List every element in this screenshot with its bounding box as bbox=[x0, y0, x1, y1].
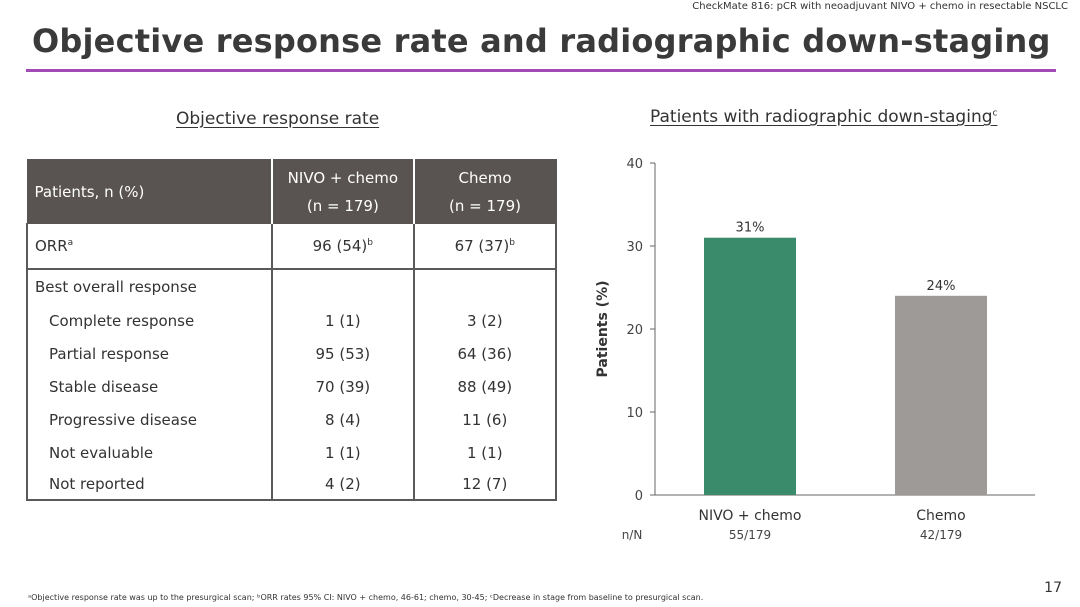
page-number: 17 bbox=[1044, 580, 1062, 596]
header-note: CheckMate 816: pCR with neoadjuvant NIVO… bbox=[692, 1, 1068, 12]
row-label: Not reported bbox=[25, 469, 273, 501]
row-nivo-value: 1 (1) bbox=[271, 304, 414, 337]
table-row: Not reported 4 (2) 12 (7) bbox=[25, 469, 558, 501]
orr-nivo-cell: 96 (54)b bbox=[271, 223, 414, 270]
row-chemo-value: 11 (6) bbox=[412, 403, 558, 436]
table-heading: Objective response rate bbox=[176, 109, 379, 129]
y-tick-label: 30 bbox=[626, 240, 643, 255]
response-table: Patients, n (%) NIVO + chemo (n = 179) Ch… bbox=[25, 159, 558, 501]
y-axis-label: Patients (%) bbox=[595, 280, 611, 377]
x-category-label: Chemo bbox=[916, 508, 965, 524]
bar-chemo bbox=[895, 295, 987, 495]
row-label: Stable disease bbox=[25, 370, 273, 403]
footnote: ᵃObjective response rate was up to the p… bbox=[28, 593, 704, 602]
table-row: Partial response 95 (53) 64 (36) bbox=[25, 337, 558, 370]
table-row: Complete response 1 (1) 3 (2) bbox=[25, 304, 558, 337]
row-chemo-value: 12 (7) bbox=[412, 469, 558, 501]
orr-nivo-sup: b bbox=[367, 238, 374, 248]
row-chemo-value: 88 (49) bbox=[412, 370, 558, 403]
row-label: Complete response bbox=[25, 304, 273, 337]
orr-chemo-cell: 67 (37)b bbox=[412, 223, 558, 270]
y-tick-label: 20 bbox=[626, 323, 643, 338]
best-overall-label: Best overall response bbox=[25, 269, 273, 304]
header-nivo-n: (n = 179) bbox=[306, 196, 379, 215]
row-chemo-value: 1 (1) bbox=[412, 436, 558, 469]
chart-heading-sup: c bbox=[992, 108, 998, 119]
row-nivo-value: 70 (39) bbox=[271, 370, 414, 403]
orr-chemo-sup: b bbox=[509, 238, 515, 248]
header-patients: Patients, n (%) bbox=[26, 159, 273, 224]
x-category-label: NIVO + chemo bbox=[699, 508, 802, 524]
header-chemo-n: (n = 179) bbox=[449, 196, 521, 215]
row-nivo-value: 1 (1) bbox=[271, 436, 414, 469]
header-nivo: NIVO + chemo (n = 179) bbox=[271, 159, 415, 224]
orr-nivo: 96 (54) bbox=[312, 237, 368, 255]
bar-value-label: 31% bbox=[736, 221, 765, 236]
chart-heading: Patients with radiographic down-stagingc bbox=[650, 107, 997, 127]
orr-row: ORRa 96 (54)b 67 (37)b bbox=[25, 223, 558, 270]
table-row: Progressive disease 8 (4) 11 (6) bbox=[25, 403, 558, 436]
row-nivo-value: 95 (53) bbox=[271, 337, 414, 370]
orr-label-sup: a bbox=[67, 238, 74, 248]
row-nivo-value: 4 (2) bbox=[271, 469, 414, 501]
row-label: Progressive disease bbox=[25, 403, 273, 436]
row-chemo-value: 64 (36) bbox=[412, 337, 558, 370]
bar-value-label: 24% bbox=[927, 279, 956, 294]
slide-title: Objective response rate and radiographic… bbox=[32, 22, 1051, 60]
orr-chemo: 67 (37) bbox=[454, 237, 510, 255]
downstaging-bar-chart: 0 10 20 30 40 Patients (%) 31% NIVO + chemo 55/1… bbox=[595, 157, 1035, 542]
table-header-row: Patients, n (%) NIVO + chemo (n = 179) Ch… bbox=[26, 159, 557, 224]
header-chemo: Chemo (n = 179) bbox=[412, 159, 557, 224]
chart-heading-text: Patients with radiographic down-staging bbox=[650, 107, 993, 127]
nn-row-label: n/N bbox=[622, 528, 643, 542]
row-label: Partial response bbox=[25, 337, 273, 370]
header-nivo-name: NIVO + chemo bbox=[287, 168, 398, 187]
orr-label-cell: ORRa bbox=[25, 223, 273, 270]
row-nivo-value: 8 (4) bbox=[271, 403, 414, 436]
bar-nivo-chemo bbox=[704, 237, 796, 495]
table-heading-text: Objective response rate bbox=[176, 109, 380, 129]
orr-label: ORR bbox=[35, 237, 68, 255]
y-tick-label: 40 bbox=[626, 157, 643, 172]
y-tick-label: 0 bbox=[635, 489, 643, 504]
best-overall-row: Best overall response bbox=[25, 269, 558, 304]
table-cell bbox=[412, 269, 558, 304]
y-tick-label: 10 bbox=[626, 406, 643, 421]
header-chemo-name: Chemo bbox=[458, 168, 512, 187]
title-divider bbox=[26, 69, 1056, 72]
table-cell bbox=[271, 269, 414, 304]
row-chemo-value: 3 (2) bbox=[412, 304, 558, 337]
nn-value-label: 55/179 bbox=[729, 528, 771, 542]
table-row: Stable disease 70 (39) 88 (49) bbox=[25, 370, 558, 403]
nn-value-label: 42/179 bbox=[920, 528, 962, 542]
row-label: Not evaluable bbox=[25, 436, 273, 469]
table-row: Not evaluable 1 (1) 1 (1) bbox=[25, 436, 558, 469]
